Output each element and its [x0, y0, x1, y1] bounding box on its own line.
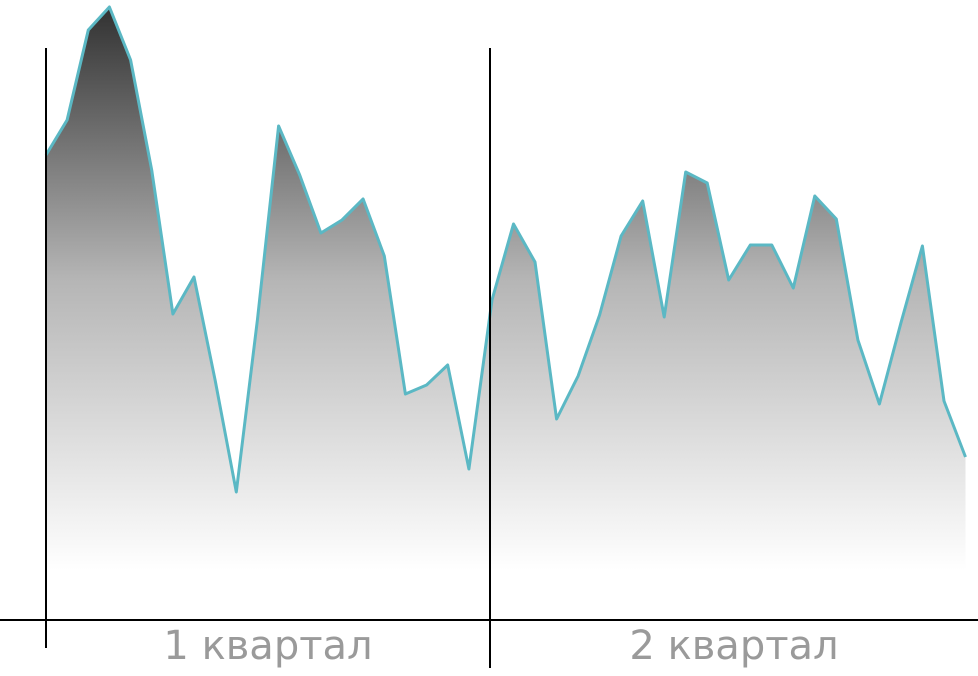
area-line [44, 5, 967, 494]
area-fill [46, 7, 966, 620]
x-group-label: 1 квартал [163, 623, 372, 669]
x-group-label: 2 квартал [629, 623, 838, 669]
